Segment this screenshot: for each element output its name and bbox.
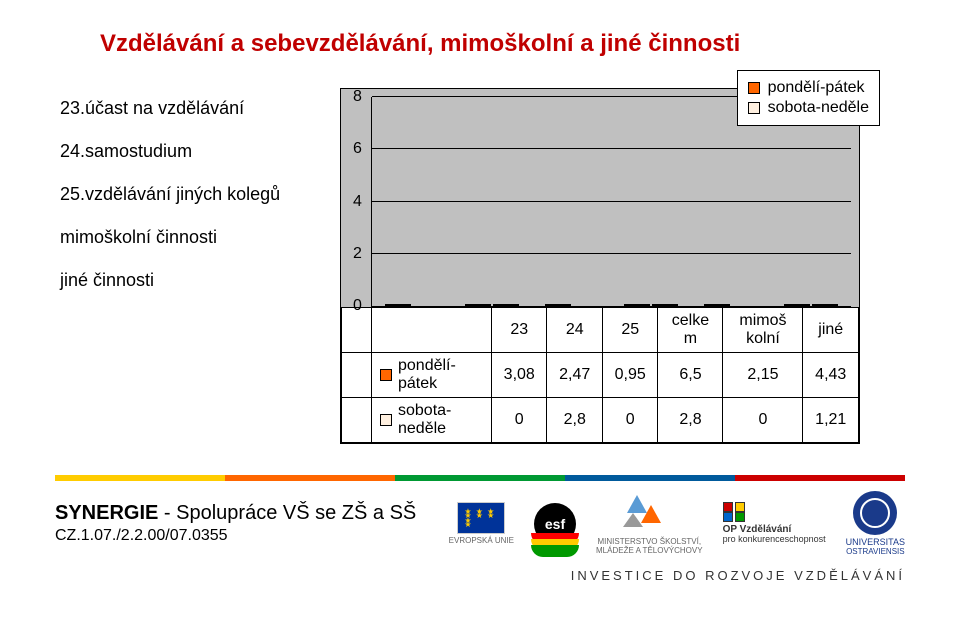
list-item: jiné činnosti bbox=[60, 270, 340, 291]
col-header: 25 bbox=[602, 308, 657, 353]
cell: 0 bbox=[492, 398, 547, 443]
cell: 0 bbox=[602, 398, 657, 443]
color-segment bbox=[55, 475, 225, 481]
color-segment bbox=[225, 475, 395, 481]
list-item: 23.účast na vzdělávání bbox=[60, 98, 340, 119]
data-table: 23 24 25 celke m mimoš kolní jiné ponděl… bbox=[341, 307, 859, 443]
cell: 0,95 bbox=[602, 353, 657, 398]
cell: 2,8 bbox=[658, 398, 723, 443]
cell: 2,47 bbox=[547, 353, 602, 398]
project-code: CZ.1.07./2.2.00/07.0355 bbox=[55, 527, 416, 545]
col-header: 24 bbox=[547, 308, 602, 353]
ytick: 4 bbox=[353, 193, 362, 211]
bar bbox=[812, 304, 838, 306]
list-item: mimoškolní činnosti bbox=[60, 227, 340, 248]
row-label: pondělí-pátek bbox=[372, 353, 492, 398]
msmt-icon bbox=[621, 493, 677, 537]
msmt-logo: MINISTERSTVO ŠKOLSTVÍ, MLÁDEŽE A TĚLOVÝC… bbox=[596, 493, 703, 555]
bars-layer bbox=[372, 97, 851, 306]
bar-group bbox=[612, 304, 692, 306]
bar-group bbox=[532, 304, 612, 306]
legend-swatch bbox=[748, 82, 760, 94]
legend-label: sobota-neděle bbox=[768, 99, 869, 117]
bar-group bbox=[372, 304, 452, 306]
university-icon bbox=[853, 491, 897, 535]
cell: 1,21 bbox=[803, 398, 859, 443]
content-row: 23.účast na vzdělávání 24.samostudium 25… bbox=[60, 88, 900, 444]
row-label: sobota-neděle bbox=[372, 398, 492, 443]
cell: 2,8 bbox=[547, 398, 602, 443]
bar-group bbox=[771, 304, 851, 306]
color-bar bbox=[55, 475, 905, 481]
bar bbox=[545, 304, 571, 306]
table-header-row: 23 24 25 celke m mimoš kolní jiné bbox=[342, 308, 859, 353]
table-row: pondělí-pátek 3,08 2,47 0,95 6,5 2,15 4,… bbox=[342, 353, 859, 398]
cell: 6,5 bbox=[658, 353, 723, 398]
bar bbox=[704, 304, 730, 306]
university-logo: UNIVERSITAS OSTRAVIENSIS bbox=[846, 491, 905, 556]
list-item: 24.samostudium bbox=[60, 141, 340, 162]
slide: Vzdělávání a sebevzdělávání, mimoškolní … bbox=[0, 0, 960, 620]
esf-logo: esf bbox=[534, 503, 576, 545]
eu-logo: EVROPSKÁ UNIE bbox=[449, 502, 514, 545]
esf-icon: esf bbox=[534, 503, 576, 545]
cell: 0 bbox=[723, 398, 803, 443]
legend: pondělí-pátek sobota-neděle bbox=[737, 70, 880, 126]
bar bbox=[493, 304, 519, 306]
ytick: 8 bbox=[353, 88, 362, 106]
plot-area bbox=[371, 97, 851, 307]
blank-cell bbox=[372, 308, 492, 353]
opvk-logo: OP Vzdělávání pro konkurenceschopnost bbox=[723, 502, 826, 545]
synergy-line: SYNERGIE - Spolupráce VŠ se ZŠ a SŠ bbox=[55, 502, 416, 525]
footer-left: SYNERGIE - Spolupráce VŠ se ZŠ a SŠ CZ.1… bbox=[55, 502, 416, 545]
color-segment bbox=[395, 475, 565, 481]
series-swatch bbox=[380, 414, 392, 426]
legend-swatch bbox=[748, 102, 760, 114]
category-list: 23.účast na vzdělávání 24.samostudium 25… bbox=[60, 88, 340, 313]
ytick: 0 bbox=[353, 297, 362, 315]
color-segment bbox=[565, 475, 735, 481]
col-header: celke m bbox=[658, 308, 723, 353]
bar bbox=[784, 304, 810, 306]
eu-flag-icon bbox=[457, 502, 505, 534]
bar bbox=[465, 304, 491, 306]
color-segment bbox=[735, 475, 905, 481]
legend-label: pondělí-pátek bbox=[768, 79, 865, 97]
table-row: sobota-neděle 0 2,8 0 2,8 0 1,21 bbox=[342, 398, 859, 443]
invest-tagline: INVESTICE DO ROZVOJE VZDĚLÁVÁNÍ bbox=[0, 556, 960, 583]
logos: EVROPSKÁ UNIE esf MINISTERSTVO ŠKOLSTVÍ,… bbox=[449, 491, 905, 556]
page-title: Vzdělávání a sebevzdělávání, mimoškolní … bbox=[100, 30, 900, 58]
legend-item: sobota-neděle bbox=[748, 99, 869, 117]
bar bbox=[652, 304, 678, 306]
col-header: jiné bbox=[803, 308, 859, 353]
footer-row: SYNERGIE - Spolupráce VŠ se ZŠ a SŠ CZ.1… bbox=[0, 491, 960, 556]
ytick: 2 bbox=[353, 245, 362, 263]
list-item: 25.vzdělávání jiných kolegů bbox=[60, 184, 340, 205]
cell: 3,08 bbox=[492, 353, 547, 398]
legend-item: pondělí-pátek bbox=[748, 79, 869, 97]
cell: 2,15 bbox=[723, 353, 803, 398]
series-swatch bbox=[380, 369, 392, 381]
chart-frame: 8 6 4 2 0 23 2 bbox=[340, 88, 860, 444]
col-header: 23 bbox=[492, 308, 547, 353]
chart: pondělí-pátek sobota-neděle 8 6 4 2 0 bbox=[340, 88, 860, 444]
bar-group bbox=[691, 304, 771, 306]
bar bbox=[624, 304, 650, 306]
cell: 4,43 bbox=[803, 353, 859, 398]
ytick: 6 bbox=[353, 140, 362, 158]
bar-group bbox=[452, 304, 532, 306]
col-header: mimoš kolní bbox=[723, 308, 803, 353]
footer: SYNERGIE - Spolupráce VŠ se ZŠ a SŠ CZ.1… bbox=[0, 475, 960, 620]
bar bbox=[385, 304, 411, 306]
